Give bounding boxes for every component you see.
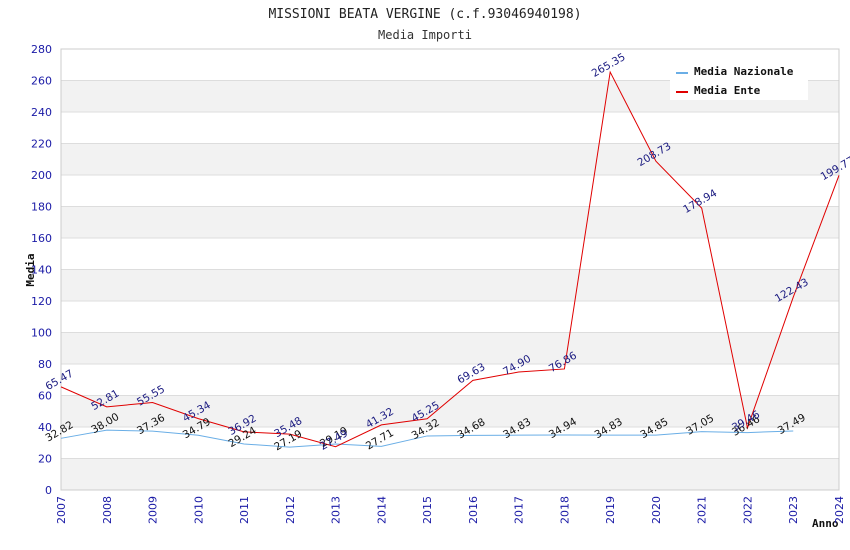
y-tick-label: 0	[45, 484, 52, 497]
y-axis-ticks: 0 20 40 60 80 100 120 140 160 180 200 220 240 260 280	[31, 43, 52, 497]
x-tick-label: 2020	[650, 496, 663, 524]
x-tick-label: 2023	[787, 496, 800, 524]
data-label: 265.35	[590, 51, 628, 80]
series-line-media-ente	[60, 70, 840, 448]
x-tick-label: 2010	[192, 496, 205, 524]
x-tick-label: 2024	[833, 496, 846, 524]
x-axis-ticks: 2007 2008 2009 2010 2011 2012 2013 2014 2015 2016…	[55, 496, 846, 524]
y-tick-label: 160	[31, 232, 52, 245]
x-tick-label: 2021	[696, 496, 709, 524]
y-tick-label: 60	[38, 390, 52, 403]
x-tick-label: 2012	[284, 496, 297, 524]
grid-band	[61, 458, 839, 490]
y-tick-label: 260	[31, 75, 52, 88]
legend: Media Nazionale Media Ente	[670, 60, 808, 100]
plot-area	[60, 48, 840, 491]
y-tick-label: 200	[31, 169, 52, 182]
y-tick-label: 120	[31, 295, 52, 308]
chart-title: MISSIONI BEATA VERGINE (c.f.93046940198)	[268, 7, 581, 22]
y-tick-label: 140	[31, 264, 52, 277]
x-tick-label: 2009	[147, 496, 160, 524]
y-tick-label: 240	[31, 106, 52, 119]
series-line-media-nazionale	[60, 429, 794, 448]
chart-subtitle: Media Importi	[378, 28, 472, 42]
grid-bands	[61, 80, 839, 490]
x-tick-label: 2016	[467, 496, 480, 524]
y-tick-label: 40	[38, 421, 52, 434]
x-axis-label: Anno	[812, 517, 839, 530]
x-tick-label: 2015	[421, 496, 434, 524]
grid-band	[61, 269, 839, 301]
data-label: 69.63	[455, 361, 487, 386]
legend-box	[670, 60, 808, 100]
legend-label-media-nazionale: Media Nazionale	[694, 65, 794, 78]
y-tick-label: 280	[31, 43, 52, 56]
x-tick-label: 2011	[238, 496, 251, 524]
data-label: 65.47	[43, 368, 75, 393]
grid-band	[61, 206, 839, 238]
y-axis-label: Media	[24, 253, 37, 286]
legend-label-media-ente: Media Ente	[694, 84, 761, 97]
x-tick-label: 2007	[55, 496, 68, 524]
x-tick-label: 2018	[558, 496, 571, 524]
x-tick-label: 2019	[604, 496, 617, 524]
grid-lines	[61, 48, 839, 491]
grid-band	[61, 143, 839, 175]
x-tick-label: 2022	[741, 496, 754, 524]
y-tick-label: 100	[31, 327, 52, 340]
y-tick-label: 20	[38, 453, 52, 466]
y-tick-label: 180	[31, 201, 52, 214]
x-tick-label: 2014	[375, 496, 388, 524]
y-tick-label: 220	[31, 138, 52, 151]
x-tick-label: 2013	[330, 496, 343, 524]
x-tick-label: 2017	[513, 496, 526, 524]
y-tick-label: 80	[38, 358, 52, 371]
x-tick-label: 2008	[101, 496, 114, 524]
grid-band	[61, 332, 839, 364]
grid-band	[61, 395, 839, 427]
series-lines	[60, 70, 840, 448]
